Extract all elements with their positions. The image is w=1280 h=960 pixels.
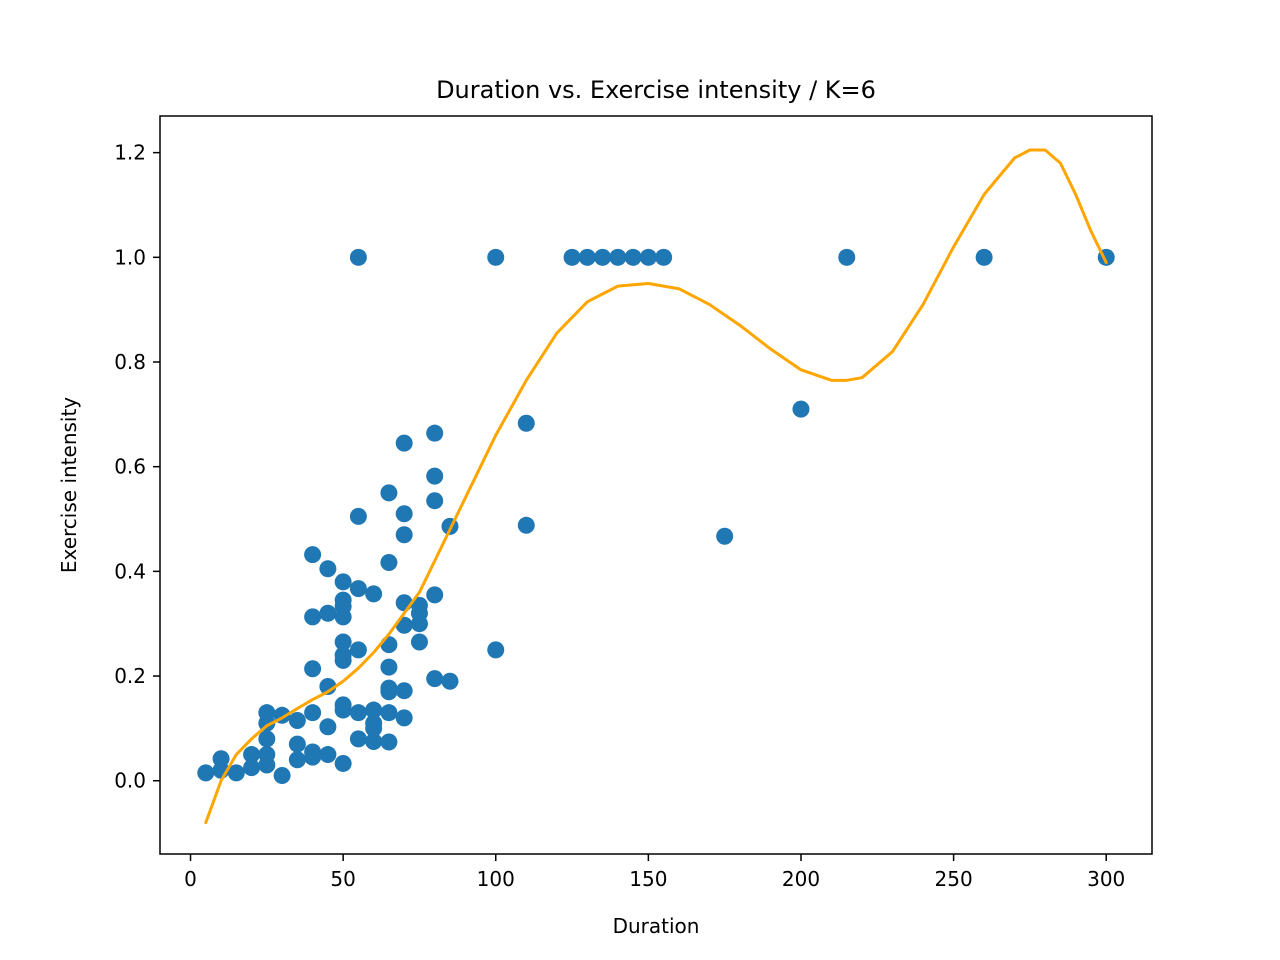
scatter-point: [380, 484, 398, 502]
x-tick-label: 150: [629, 867, 667, 891]
scatter-point: [380, 733, 398, 751]
scatter-point: [349, 507, 367, 525]
scatter-point: [380, 658, 398, 676]
x-tick-label: 250: [935, 867, 973, 891]
scatter-point: [288, 712, 306, 730]
scatter-point: [365, 585, 383, 603]
scatter-point: [334, 651, 352, 669]
scatter-point: [319, 604, 337, 622]
scatter-point: [517, 516, 535, 534]
scatter-point: [334, 573, 352, 591]
x-tick-label: 300: [1087, 867, 1125, 891]
chart-title: Duration vs. Exercise intensity / K=6: [436, 76, 876, 104]
scatter-point: [334, 608, 352, 626]
scatter-point: [380, 704, 398, 722]
y-tick-label: 0.2: [114, 664, 146, 688]
scatter-point: [197, 764, 215, 782]
scatter-point: [288, 751, 306, 769]
scatter-point: [975, 248, 993, 266]
scatter-point: [349, 641, 367, 659]
scatter-point: [792, 400, 810, 418]
x-tick-label: 0: [184, 867, 197, 891]
scatter-point: [334, 701, 352, 719]
scatter-point: [319, 718, 337, 736]
scatter-point: [380, 683, 398, 701]
scatter-point: [365, 719, 383, 737]
y-tick-label: 1.0: [114, 245, 146, 269]
scatter-point: [319, 746, 337, 764]
scatter-point: [227, 764, 245, 782]
scatter-point: [349, 730, 367, 748]
scatter-point: [365, 732, 383, 750]
scatter-point: [395, 526, 413, 544]
scatter-point: [395, 434, 413, 452]
scatter-point: [349, 580, 367, 598]
scatter-point: [395, 505, 413, 523]
x-axis: 0 50 100 150 200 250 300: [184, 854, 1125, 891]
scatter-point: [273, 766, 291, 784]
y-tick-label: 0.8: [114, 350, 146, 374]
scatter-point: [212, 750, 230, 768]
scatter-point: [258, 756, 276, 774]
scatter-point: [838, 248, 856, 266]
scatter-point: [410, 633, 428, 651]
scatter-point: [487, 641, 505, 659]
scatter-point: [441, 672, 459, 690]
scatter-point: [426, 424, 444, 442]
scatter-point: [578, 248, 596, 266]
plot-frame: [159, 115, 1153, 855]
scatter-point: [258, 714, 276, 732]
x-tick-label: 100: [477, 867, 515, 891]
scatter-point: [334, 754, 352, 772]
y-tick-label: 0.0: [114, 769, 146, 793]
scatter-point: [395, 709, 413, 727]
scatter-point: [594, 248, 612, 266]
plot-area: [197, 148, 1115, 825]
scatter-point: [639, 248, 657, 266]
y-tick-label: 0.4: [114, 559, 146, 583]
scatter-point: [304, 660, 322, 678]
scatter-point: [304, 608, 322, 626]
scatter-point: [380, 636, 398, 654]
scatter-point: [288, 735, 306, 753]
scatter-point: [609, 248, 627, 266]
scatter-point: [365, 701, 383, 719]
scatter-point: [304, 704, 322, 722]
scatter-point: [380, 553, 398, 571]
scatter-point: [563, 248, 581, 266]
scatter-point: [319, 560, 337, 578]
scatter-point: [349, 704, 367, 722]
scatter-point: [258, 730, 276, 748]
x-axis-title: Duration: [613, 914, 700, 938]
scatter-point: [716, 527, 734, 545]
x-tick-label: 200: [782, 867, 820, 891]
scatter-point: [319, 678, 337, 696]
scatter-point: [349, 248, 367, 266]
scatter-point: [426, 586, 444, 604]
scatter-point: [395, 682, 413, 700]
scatter-point: [426, 492, 444, 510]
x-tick-label: 50: [330, 867, 355, 891]
scatter-point: [243, 759, 261, 777]
scatter-point: [487, 248, 505, 266]
scatter-point: [624, 248, 642, 266]
scatter-point: [334, 633, 352, 651]
scatter-point: [426, 670, 444, 688]
scatter-point: [304, 748, 322, 766]
fit-curve: [204, 148, 1108, 825]
scatter-point: [410, 615, 428, 633]
y-tick-label: 1.2: [114, 141, 146, 165]
scatter-point: [655, 248, 673, 266]
y-tick-label: 0.6: [114, 455, 146, 479]
y-axis-title: Exercise intensity: [57, 397, 81, 573]
scatter-point: [304, 546, 322, 564]
scatter-point: [243, 746, 261, 764]
scatter-point: [426, 467, 444, 485]
scatter-point: [517, 414, 535, 432]
y-axis: 0.0 0.2 0.4 0.6 0.8 1.0 1.2: [114, 141, 160, 793]
